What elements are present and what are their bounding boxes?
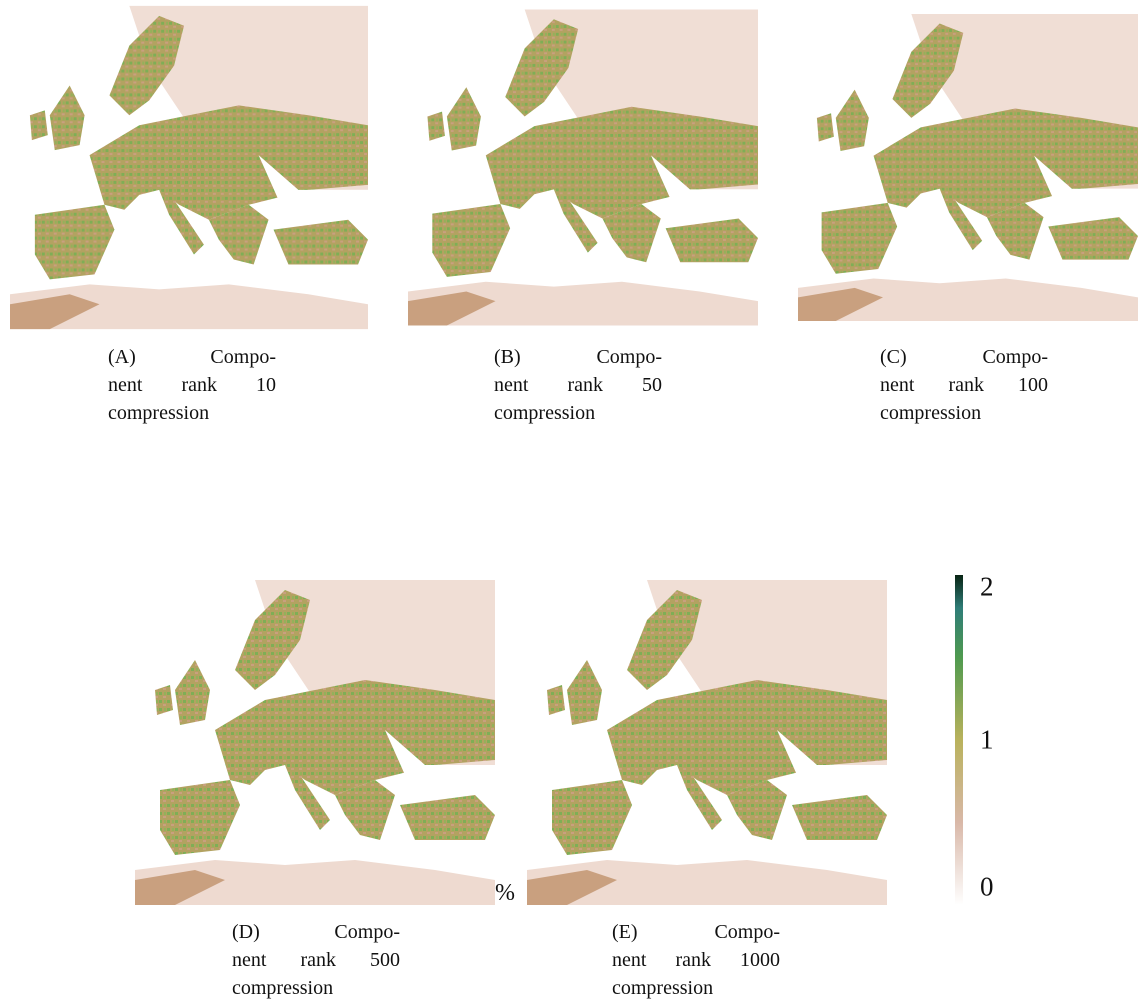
caption-line: (A) Compo-	[108, 346, 276, 368]
caption-line: (B) Compo-	[494, 346, 662, 368]
map-c	[798, 14, 1138, 321]
caption-line: compression	[108, 402, 210, 424]
caption-line: nent rank 1000	[612, 949, 780, 971]
colorbar	[955, 575, 963, 905]
colorbar-tick-label: 0	[980, 871, 994, 902]
caption-line: nent rank 50	[494, 374, 662, 396]
caption-line: compression	[612, 977, 714, 999]
colorbar-tick-label: 1	[980, 724, 994, 755]
caption: (D) Compo-nent rank 500 compression	[232, 918, 400, 1002]
caption-line: compression	[880, 402, 982, 424]
caption-line: nent rank 10	[108, 374, 276, 396]
caption-line: compression	[232, 977, 334, 999]
map-b	[408, 9, 758, 326]
caption-line: (D) Compo-	[232, 921, 400, 943]
caption-line: (E) Compo-	[612, 921, 780, 943]
map-d	[135, 580, 495, 905]
map-e	[527, 580, 887, 905]
colorbar-gradient	[955, 575, 963, 905]
caption-line: nent rank 500	[232, 949, 400, 971]
map-a	[10, 5, 368, 330]
caption-line: nent rank 100	[880, 374, 1048, 396]
caption: (A) Compo-nent rank 10 compression	[108, 343, 276, 427]
caption: (B) Compo-nent rank 50 compression	[494, 343, 662, 427]
caption-line: (C) Compo-	[880, 346, 1048, 368]
caption: (E) Compo-nent rank 1000 compression	[612, 918, 780, 1002]
stray-text: %	[495, 880, 515, 906]
caption: (C) Compo-nent rank 100 compression	[880, 343, 1048, 427]
colorbar-tick-label: 2	[980, 571, 994, 602]
caption-line: compression	[494, 402, 596, 424]
